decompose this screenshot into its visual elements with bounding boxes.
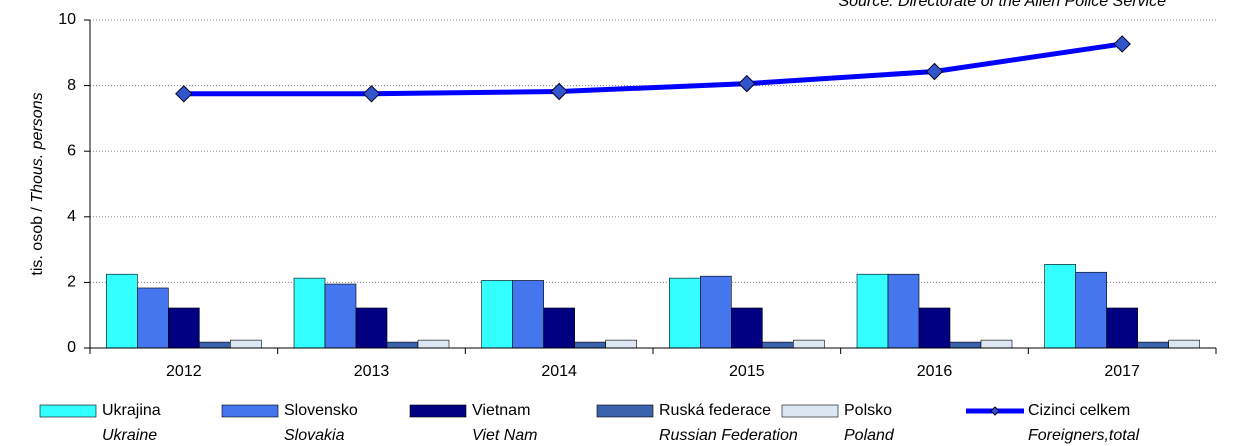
legend-swatch <box>39 404 97 418</box>
bar <box>230 339 262 349</box>
y-tick-label: 2 <box>67 274 76 291</box>
legend-label-en: Viet Nam <box>472 427 538 444</box>
legend-swatch <box>409 404 467 418</box>
bar <box>199 341 231 349</box>
legend-marker <box>990 406 1000 416</box>
legend-label-en: Ukraine <box>102 427 157 444</box>
legend-label: Cizinci celkem <box>1028 402 1130 419</box>
marker <box>362 85 381 103</box>
legend-label: Slovensko <box>284 402 358 419</box>
bar <box>980 339 1013 349</box>
x-tick-label: 2017 <box>1104 363 1140 380</box>
line <box>183 41 1123 97</box>
y-tick-label: 10 <box>58 11 76 28</box>
bar <box>1106 307 1138 349</box>
y-tick-label: 6 <box>67 142 76 159</box>
bar <box>293 277 326 349</box>
bar <box>1075 271 1107 349</box>
bar <box>355 307 388 349</box>
bar <box>793 339 825 349</box>
legend-label-en: Slovakia <box>284 427 345 444</box>
bar <box>1044 264 1076 349</box>
bar <box>605 339 637 349</box>
x-tick-label: 2012 <box>166 363 202 380</box>
x-tick-label: 2016 <box>917 363 953 380</box>
bar <box>512 280 544 349</box>
marker <box>550 82 568 101</box>
bar <box>700 275 732 349</box>
legend-label-en: Russian Federation <box>659 427 798 444</box>
legend-label-en: Foreigners,total <box>1028 427 1140 444</box>
y-label-en: Thous. persons <box>29 92 46 202</box>
bar <box>918 307 951 349</box>
y-tick-label: 4 <box>67 208 76 225</box>
y-tick-label: 0 <box>67 339 76 356</box>
bar <box>543 307 575 349</box>
bar <box>137 287 169 349</box>
x-tick-label: 2013 <box>354 363 390 380</box>
bar <box>481 280 513 349</box>
y-axis-title: tis. osob / Thous. persons <box>29 92 46 275</box>
bar <box>949 341 982 349</box>
marker <box>1113 35 1131 53</box>
bar <box>168 307 200 349</box>
marker <box>175 85 193 103</box>
bar <box>856 273 889 349</box>
y-tick-label: 8 <box>67 77 76 94</box>
bar <box>731 307 763 349</box>
legend-swatch <box>221 404 279 418</box>
legend-label: Ukrajina <box>102 402 161 419</box>
legend-label: Ruská federace <box>659 402 771 419</box>
bar <box>386 341 419 349</box>
legend-label-en: Poland <box>844 427 895 444</box>
bar <box>762 341 794 349</box>
x-tick-label: 2015 <box>729 363 765 380</box>
legend-swatch <box>781 404 839 418</box>
marker <box>738 74 756 93</box>
bar <box>669 277 701 349</box>
bar <box>574 341 606 349</box>
source: Source: Directorate of the Alien Police … <box>838 0 1166 10</box>
bar <box>417 339 450 349</box>
marker <box>925 62 944 81</box>
legend-label: Vietnam <box>472 402 530 419</box>
legend-label: Polsko <box>844 402 892 419</box>
bar <box>106 273 138 349</box>
x-tick-label: 2014 <box>541 363 577 380</box>
bar <box>887 273 920 349</box>
bar <box>1137 341 1169 349</box>
bar <box>1168 339 1200 349</box>
y-label: tis. osob / <box>29 203 46 276</box>
legend-swatch <box>596 404 654 418</box>
bar <box>324 283 357 349</box>
